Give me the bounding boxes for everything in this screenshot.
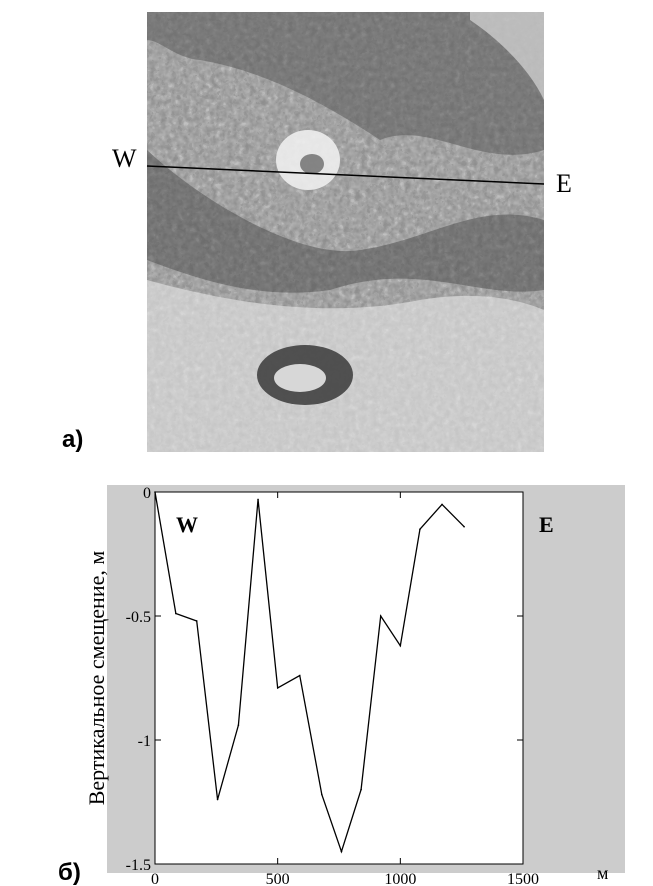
y-tick-label: -0.5 xyxy=(126,609,151,626)
x-axis-label: м xyxy=(597,863,608,883)
data-point xyxy=(419,528,421,530)
terrain-image xyxy=(147,12,544,452)
profile-line xyxy=(146,165,545,185)
data-point xyxy=(441,503,443,506)
data-point xyxy=(276,687,279,689)
data-point xyxy=(298,674,301,677)
displacement-profile-chart: 0 -0.5 -1 -1.5 0 500 1000 1500 W E Вертикально… xyxy=(58,485,625,886)
data-point xyxy=(195,620,198,622)
series-line xyxy=(154,491,465,854)
x-tick-label: 500 xyxy=(266,871,290,886)
data-point xyxy=(399,644,402,647)
profile-end-label: E xyxy=(556,169,572,198)
annotation-w: W xyxy=(176,512,198,537)
x-axis-ticks: 0 500 1000 1500 xyxy=(151,492,539,886)
panel-a-label: а) xyxy=(62,426,83,453)
x-tick-label: 1000 xyxy=(384,871,416,886)
data-point xyxy=(321,793,323,796)
data-point xyxy=(257,498,259,501)
plot-area xyxy=(154,491,524,865)
panel-b-label: б) xyxy=(58,859,81,886)
y-tick-label: 0 xyxy=(143,485,151,502)
data-point xyxy=(216,798,219,801)
series-layer xyxy=(154,491,465,854)
y-tick-label: -1 xyxy=(138,733,151,750)
data-point xyxy=(154,491,156,493)
data-point xyxy=(340,850,343,853)
profile-start-label: W xyxy=(112,144,137,173)
data-point xyxy=(379,615,382,617)
x-tick-label: 1500 xyxy=(507,871,539,886)
x-tick-label: 0 xyxy=(151,871,159,886)
y-axis-label: Вертикальное смещение, м xyxy=(84,551,109,806)
data-point xyxy=(463,525,465,528)
y-axis-ticks: 0 -0.5 -1 -1.5 xyxy=(126,485,523,874)
annotation-e: E xyxy=(539,512,554,537)
data-point xyxy=(175,612,177,615)
data-point xyxy=(360,788,362,791)
data-point xyxy=(237,724,240,726)
terrain-map-panel: W E а) xyxy=(62,12,572,453)
y-tick-label: -1.5 xyxy=(126,857,151,874)
